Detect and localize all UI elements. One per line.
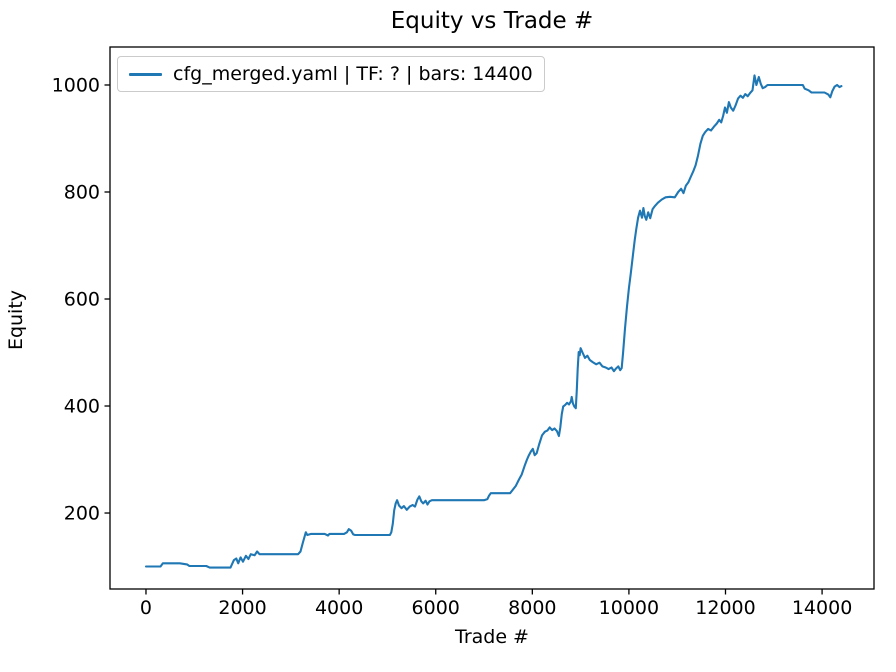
legend: cfg_merged.yaml | TF: ? | bars: 14400 — [117, 56, 545, 92]
x-tick-label: 10000 — [599, 597, 659, 619]
x-tick-label: 6000 — [412, 597, 460, 619]
x-tick-label: 4000 — [315, 597, 363, 619]
x-tick-label: 2000 — [218, 597, 266, 619]
legend-line-sample-icon — [129, 72, 162, 76]
x-axis-label: Trade # — [455, 626, 529, 648]
y-tick-label: 400 — [64, 396, 100, 418]
axes-frame — [109, 46, 875, 590]
y-tick-label: 600 — [64, 289, 100, 311]
x-tick-label: 14000 — [792, 597, 852, 619]
y-tick-label: 1000 — [52, 74, 100, 96]
legend-label: cfg_merged.yaml | TF: ? | bars: 14400 — [173, 63, 533, 85]
chart-title: Equity vs Trade # — [390, 8, 594, 34]
y-tick-label: 800 — [64, 181, 100, 203]
equity-line — [144, 74, 843, 569]
y-tick-label: 200 — [64, 503, 100, 525]
x-tick-label: 8000 — [508, 597, 556, 619]
x-tick-label: 0 — [140, 597, 152, 619]
x-tick-label: 12000 — [695, 597, 755, 619]
